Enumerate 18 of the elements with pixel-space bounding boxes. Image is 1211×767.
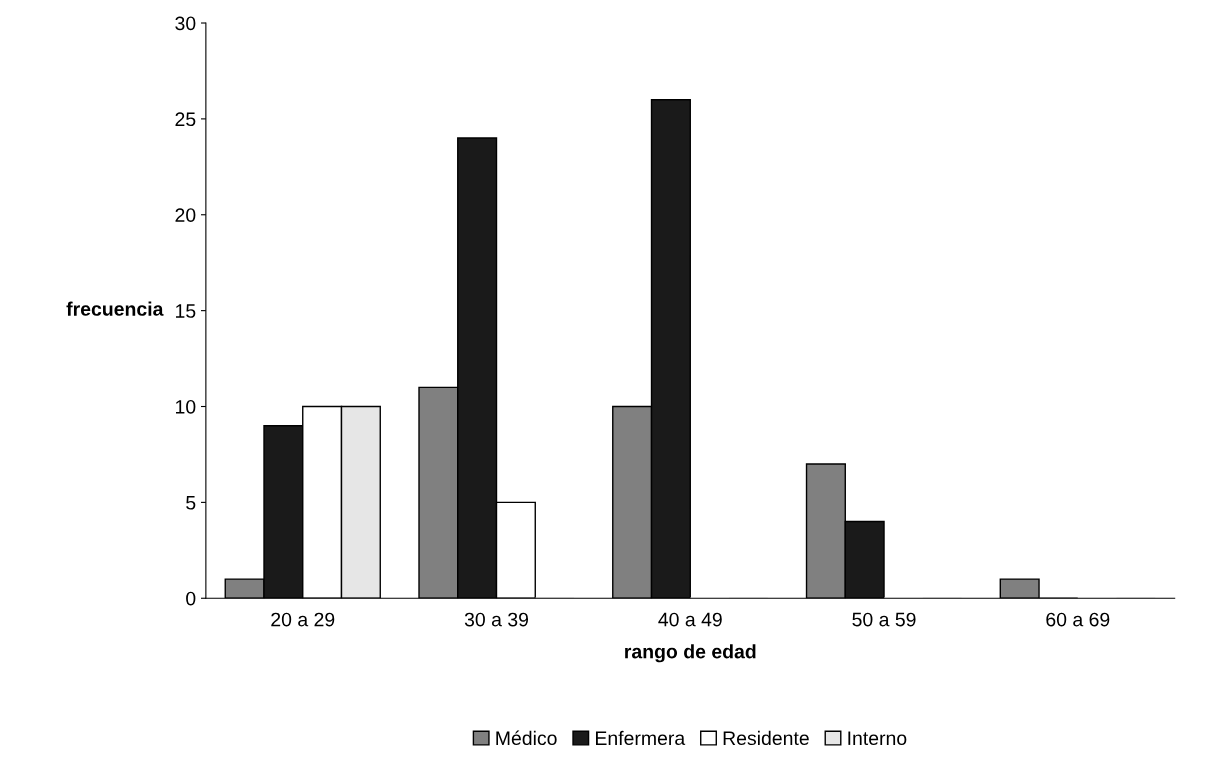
legend-label: Enfermera bbox=[596, 730, 686, 746]
legend-label: Residente bbox=[723, 730, 809, 746]
y-tick-label: 15 bbox=[176, 304, 196, 318]
y-tick-label: 10 bbox=[176, 399, 196, 414]
x-axis-title: rango de edad bbox=[625, 644, 756, 663]
y-tick-label: 25 bbox=[175, 112, 196, 127]
y-tick-label: 5 bbox=[186, 496, 196, 510]
y-axis-title: frecuencia bbox=[66, 301, 164, 316]
x-tick-label: 20 a 29 bbox=[271, 612, 335, 627]
legend-label: Médico bbox=[496, 730, 557, 746]
x-tick-label: 60 a 69 bbox=[1046, 612, 1110, 627]
y-tick-label: 30 bbox=[175, 16, 196, 31]
x-tick-label: 40 a 49 bbox=[658, 612, 722, 627]
y-tick-label: 0 bbox=[186, 591, 196, 606]
legend-label: Interno bbox=[848, 731, 907, 746]
y-tick-label: 20 bbox=[175, 208, 196, 222]
x-tick-label: 30 a 39 bbox=[464, 612, 529, 627]
x-tick-label: 50 a 59 bbox=[852, 612, 916, 627]
